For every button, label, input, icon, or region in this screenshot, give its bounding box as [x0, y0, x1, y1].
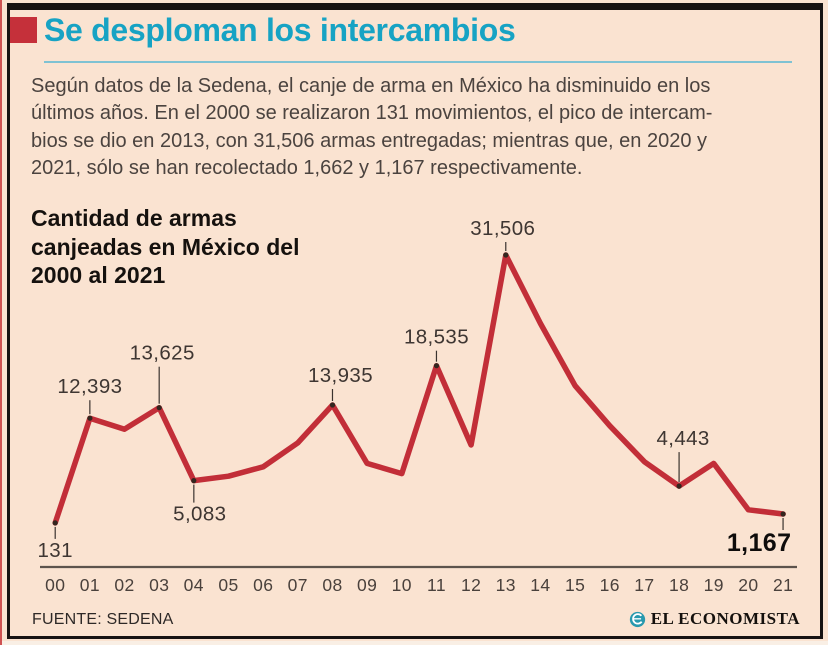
- x-tick-label: 05: [218, 575, 238, 595]
- x-tick-label: 13: [496, 575, 516, 595]
- point-dot: [433, 363, 440, 369]
- point-value-label: 18,535: [404, 326, 469, 349]
- intro-paragraph: Según datos de la Sedena, el canje de ar…: [31, 75, 713, 180]
- x-tick-label: 06: [253, 575, 273, 595]
- x-tick-label: 14: [530, 575, 550, 595]
- point-value-label: 31,506: [470, 217, 535, 240]
- point-dot: [329, 402, 336, 408]
- point-value-label: 4,443: [656, 427, 709, 450]
- x-tick-label: 01: [80, 575, 100, 595]
- x-tick-label: 12: [461, 575, 481, 595]
- data-line: [52, 252, 786, 526]
- point-dot: [156, 405, 162, 411]
- source-note: FUENTE: SEDENA: [32, 611, 174, 628]
- point-dot: [676, 483, 682, 489]
- x-tick-label: 19: [704, 575, 724, 595]
- point-value-label: 131: [37, 539, 72, 562]
- x-tick-label: 09: [357, 575, 377, 595]
- x-tick-label: 11: [427, 575, 446, 595]
- point-dot: [87, 415, 93, 421]
- title-accent-block: [10, 17, 37, 43]
- chart-title: Cantidad de armas canjeadas en México de…: [31, 205, 300, 288]
- x-tick-label: 08: [322, 575, 342, 595]
- x-tick-label: 00: [45, 575, 65, 595]
- point-dot: [503, 252, 509, 258]
- point-dot: [52, 520, 58, 526]
- brand-name: EL ECONOMISTA: [650, 609, 800, 628]
- x-tick-label: 18: [669, 575, 689, 595]
- x-tick-label: 16: [600, 575, 620, 595]
- point-value-label: 13,935: [308, 364, 373, 387]
- point-dot: [780, 511, 786, 517]
- x-tick-label: 03: [149, 575, 169, 595]
- bottom-edge-strip: [2, 641, 828, 645]
- point-value-label: 5,083: [173, 503, 226, 526]
- x-tick-label: 02: [114, 575, 134, 595]
- point-value-label: 13,625: [130, 342, 195, 365]
- el-economista-globe-icon: [629, 611, 646, 628]
- x-tick-label: 17: [634, 575, 654, 595]
- x-tick-label: 04: [184, 575, 204, 595]
- brand-logo: EL ECONOMISTA: [629, 609, 800, 629]
- x-tick-label: 15: [565, 575, 585, 595]
- x-tick-label: 21: [773, 575, 793, 595]
- point-dot: [191, 478, 197, 484]
- x-tick-label: 20: [738, 575, 758, 595]
- left-edge-strip: [0, 0, 2, 645]
- point-value-label: 12,393: [57, 375, 122, 398]
- x-tick-label: 10: [392, 575, 412, 595]
- page-title: Se desploman los intercambios: [44, 12, 516, 48]
- title-underline: [44, 61, 792, 63]
- point-value-label: 1,167: [727, 529, 792, 557]
- x-tick-label: 07: [288, 575, 308, 595]
